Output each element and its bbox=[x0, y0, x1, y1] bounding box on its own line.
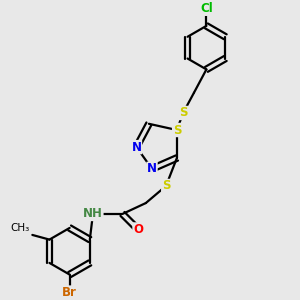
Text: N: N bbox=[131, 141, 142, 154]
Text: N: N bbox=[147, 162, 157, 176]
Text: O: O bbox=[133, 223, 143, 236]
Text: Cl: Cl bbox=[200, 2, 213, 15]
Text: CH₃: CH₃ bbox=[10, 224, 29, 233]
Text: S: S bbox=[179, 106, 187, 119]
Text: NH: NH bbox=[83, 207, 103, 220]
Text: S: S bbox=[172, 124, 181, 136]
Text: Br: Br bbox=[62, 286, 77, 299]
Text: S: S bbox=[162, 179, 170, 193]
